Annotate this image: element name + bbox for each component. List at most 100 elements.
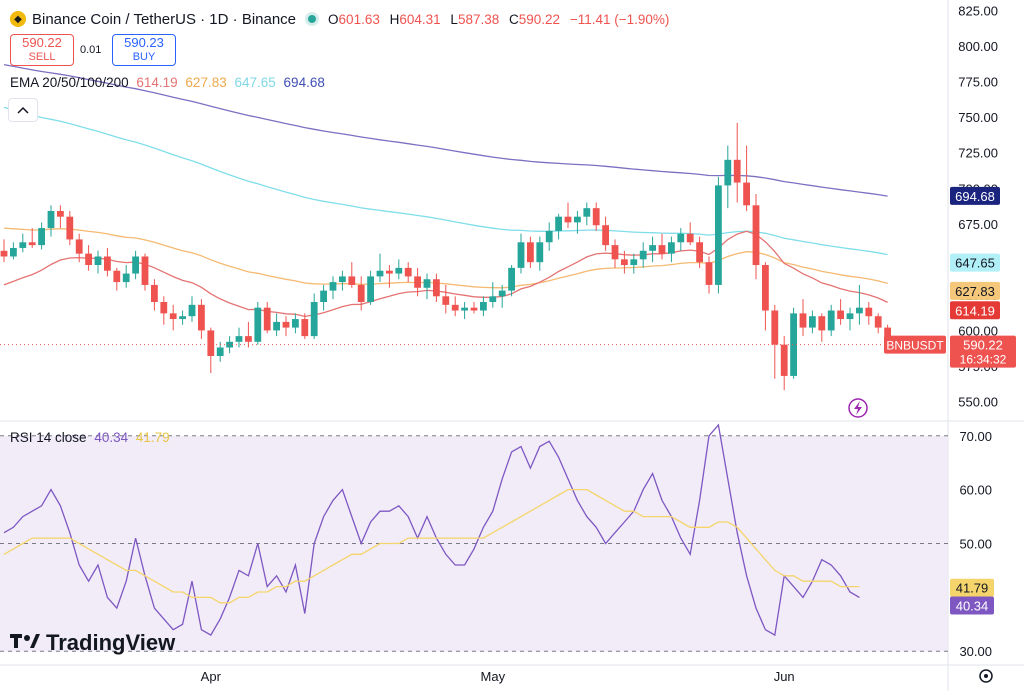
candle-body xyxy=(141,256,149,285)
candle-body xyxy=(583,208,591,217)
candle xyxy=(245,321,252,348)
candle xyxy=(705,256,713,294)
time-axis-label: May xyxy=(481,669,506,684)
candle xyxy=(639,242,647,268)
symbol-header[interactable]: ◆ Binance Coin / TetherUS · 1D · Binance… xyxy=(10,8,675,30)
chevron-up-icon xyxy=(17,106,29,114)
candle-body xyxy=(677,233,685,243)
ema20-axis-tag-bg xyxy=(950,301,1000,320)
price-tick-label: 600.00 xyxy=(958,323,998,338)
candle xyxy=(827,304,835,337)
candle-body xyxy=(66,216,74,240)
buy-label: BUY xyxy=(132,51,156,63)
candle xyxy=(508,265,515,297)
candle-body xyxy=(38,228,45,246)
candle-body xyxy=(715,185,722,285)
candle-body xyxy=(329,282,337,291)
candle xyxy=(38,222,45,250)
candle xyxy=(179,310,186,325)
rsi-label: RSI 14 close xyxy=(10,430,87,445)
candle-body xyxy=(207,330,215,357)
candle-body xyxy=(47,211,55,229)
candle xyxy=(658,233,666,260)
candle xyxy=(28,228,36,248)
candle xyxy=(104,247,111,277)
candle-body xyxy=(809,316,816,328)
ema50-axis-tag-text: 627.83 xyxy=(955,284,995,299)
candle xyxy=(310,293,318,339)
candle xyxy=(799,299,807,337)
candle xyxy=(762,262,769,331)
rsi-line xyxy=(3,423,860,637)
candle-body xyxy=(827,310,835,331)
candle xyxy=(517,233,525,274)
candle xyxy=(423,273,431,300)
candle xyxy=(329,276,337,300)
candle-body xyxy=(160,301,168,314)
ohlc-values: O601.63 H604.31 L587.38 C590.22 −11.41 (… xyxy=(328,11,670,27)
ema-label: EMA 20/50/100/200 xyxy=(10,75,129,90)
candle-body xyxy=(480,301,487,311)
price-tick-label: 825.00 xyxy=(958,4,998,19)
candle xyxy=(630,253,638,274)
candle xyxy=(733,122,741,203)
symbol-tag-bg xyxy=(884,335,946,354)
candle-body xyxy=(611,245,619,260)
price-tick-label: 675.00 xyxy=(958,217,998,232)
candle-body xyxy=(57,211,64,217)
candle xyxy=(677,228,685,251)
candle-body xyxy=(846,313,854,320)
candle xyxy=(564,202,572,229)
candle xyxy=(846,307,854,331)
candle xyxy=(592,202,600,231)
gear-icon xyxy=(979,669,993,683)
candle xyxy=(151,279,158,311)
candle xyxy=(461,301,468,320)
symbol-title: Binance Coin / TetherUS · 1D · Binance xyxy=(32,10,297,28)
price-change: −11.41 (−1.90%) xyxy=(569,11,670,27)
candle xyxy=(480,296,487,317)
rsi-tick-label: 50.00 xyxy=(959,537,992,552)
candle-body xyxy=(376,270,384,277)
candle xyxy=(856,284,863,325)
rsi-tick-label: 30.00 xyxy=(959,644,992,659)
candle xyxy=(47,205,55,237)
candle xyxy=(160,296,168,325)
candle-body xyxy=(630,259,638,266)
candle-body xyxy=(226,341,233,348)
ema200-axis-tag-text: 694.68 xyxy=(955,189,995,204)
ema50-value: 627.83 xyxy=(185,75,227,90)
candle xyxy=(611,239,619,268)
tradingview-logo: TradingView xyxy=(10,630,175,656)
price-tick-label: 775.00 xyxy=(958,75,998,90)
price-tick-label: 725.00 xyxy=(958,146,998,161)
candle-body xyxy=(263,307,271,331)
candle xyxy=(470,301,478,314)
candle-body xyxy=(216,347,224,357)
ema-legend[interactable]: EMA 20/50/100/200 614.19 627.83 647.65 6… xyxy=(10,75,329,90)
rsi-legend[interactable]: RSI 14 close 40.34 41.79 xyxy=(10,430,174,445)
candle xyxy=(865,301,873,325)
candle-body xyxy=(649,245,656,251)
candle-body xyxy=(423,279,431,288)
candle xyxy=(837,299,844,325)
ema50-axis-tag-bg xyxy=(950,281,1000,300)
buy-button[interactable]: 590.23 BUY xyxy=(112,34,176,66)
candle-body xyxy=(837,310,844,320)
ema200-value: 694.68 xyxy=(283,75,325,90)
candle-body xyxy=(19,242,27,248)
candle xyxy=(57,205,64,229)
sell-label: SELL xyxy=(28,51,56,63)
gear-icon-ring xyxy=(979,669,993,683)
ema20-axis-tag-text: 614.19 xyxy=(955,303,995,318)
candle xyxy=(226,336,233,354)
collapse-legend-button[interactable] xyxy=(8,98,38,122)
sell-button[interactable]: 590.22 SELL xyxy=(10,34,74,66)
ema100-axis-tag-bg xyxy=(950,253,1000,272)
candle xyxy=(790,307,797,379)
candle-body xyxy=(0,250,8,257)
candle-body xyxy=(527,242,534,263)
candle-body xyxy=(75,239,83,254)
candle-body xyxy=(451,304,459,311)
